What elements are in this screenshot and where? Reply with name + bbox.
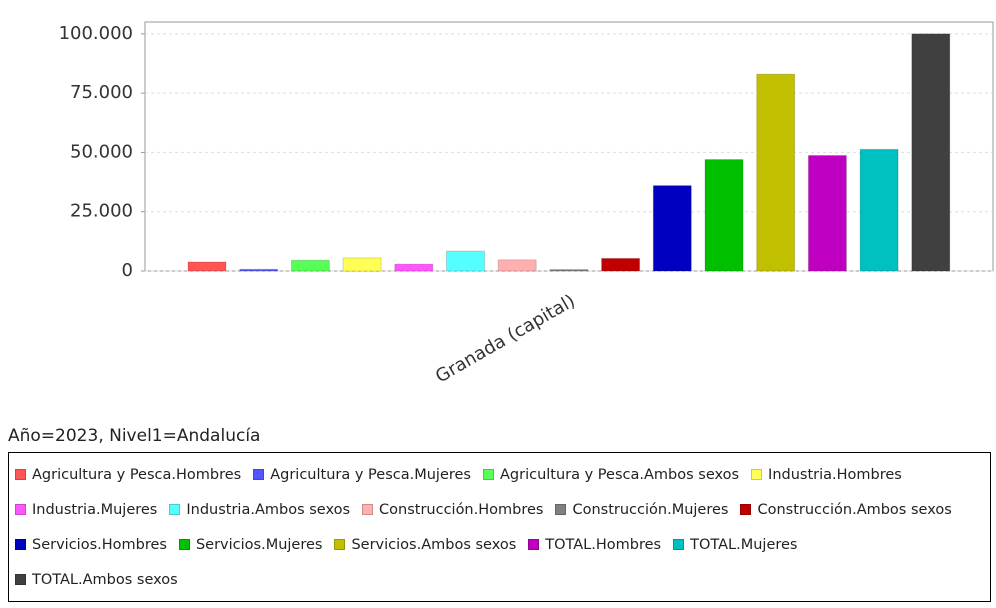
legend-label: Servicios.Hombres xyxy=(32,536,167,553)
legend-swatch xyxy=(555,504,567,515)
legend-label: Agricultura y Pesca.Ambos sexos xyxy=(499,466,740,483)
legend-swatch xyxy=(362,504,374,515)
bar xyxy=(652,185,692,272)
y-tick-label: 75.000 xyxy=(70,82,133,103)
legend-swatch xyxy=(253,469,265,480)
bar xyxy=(394,263,434,272)
legend-swatch xyxy=(528,539,540,550)
bar xyxy=(290,259,330,272)
legend: Agricultura y Pesca.Hombres Agricultura y… xyxy=(8,452,991,602)
chart: 0 25.000 50.000 75.000 100.000 Granada (capit… xyxy=(59,21,994,387)
x-tick-label: Granada (capital) xyxy=(432,290,579,387)
legend-swatch xyxy=(15,469,26,480)
legend-swatch xyxy=(169,504,181,515)
bar xyxy=(446,250,485,272)
legend-label: TOTAL.Hombres xyxy=(545,536,662,553)
legend-item: TOTAL.Hombres xyxy=(528,537,661,553)
legend-item: Construcción.Ambos sexos xyxy=(740,501,952,518)
legend-swatch xyxy=(482,469,494,480)
legend-label: Industria.Hombres xyxy=(768,466,902,483)
legend-label: Agricultura y Pesca.Hombres xyxy=(32,466,242,483)
legend-item: Industria.Hombres xyxy=(751,467,902,483)
legend-swatch xyxy=(751,469,763,480)
legend-item: Agricultura y Pesca.Mujeres xyxy=(253,467,471,483)
bar xyxy=(704,159,744,272)
legend-item: Industria.Ambos sexos xyxy=(169,502,350,518)
chart-subtitle: Año=2023, Nivel1=Andalucía xyxy=(8,426,261,446)
legend-item: Industria.Mujeres xyxy=(15,502,157,518)
bar xyxy=(601,257,641,272)
legend-swatch xyxy=(178,539,190,550)
y-tick-label: 25.000 xyxy=(70,201,133,222)
y-tick-label: 100.000 xyxy=(59,23,133,44)
y-tick-label: 50.000 xyxy=(70,141,133,162)
bar xyxy=(807,155,847,272)
legend-item: Agricultura y Pesca.Ambos sexos xyxy=(482,466,740,483)
legend-label: Construcción.Ambos sexos xyxy=(757,501,952,518)
legend-item: TOTAL.Mujeres xyxy=(673,536,798,553)
legend-label: Construcción.Hombres xyxy=(379,501,544,518)
legend-label: TOTAL.Mujeres xyxy=(690,536,798,553)
bar xyxy=(911,33,951,272)
legend-label: Industria.Ambos sexos xyxy=(186,501,351,518)
legend-swatch xyxy=(15,574,26,585)
legend-swatch xyxy=(15,539,26,550)
legend-swatch xyxy=(334,539,346,550)
legend-item: Construcción.Mujeres xyxy=(555,502,728,518)
legend-item: Servicios.Hombres xyxy=(15,537,167,553)
bar xyxy=(342,257,382,272)
legend-label: Construcción.Mujeres xyxy=(572,501,729,518)
bar xyxy=(549,269,589,272)
legend-label: Servicios.Ambos sexos xyxy=(351,536,517,553)
legend-item: TOTAL.Ambos sexos xyxy=(15,572,178,588)
legend-item: Agricultura y Pesca.Hombres xyxy=(15,467,241,483)
legend-label: Agricultura y Pesca.Mujeres xyxy=(270,466,471,483)
bar xyxy=(497,259,537,272)
legend-label: TOTAL.Ambos sexos xyxy=(32,571,178,588)
y-tick-label: 0 xyxy=(122,260,133,281)
legend-swatch xyxy=(673,539,685,550)
legend-label: Industria.Mujeres xyxy=(32,501,158,518)
bar xyxy=(239,268,279,272)
plot-frame xyxy=(144,21,994,272)
legend-item: Construcción.Hombres xyxy=(362,502,543,518)
legend-swatch xyxy=(740,504,752,515)
bar xyxy=(756,73,796,272)
legend-item: Servicios.Mujeres xyxy=(178,536,323,553)
bar xyxy=(187,261,227,272)
bar xyxy=(859,148,899,272)
legend-swatch xyxy=(15,504,26,515)
legend-item: Servicios.Ambos sexos xyxy=(334,537,516,553)
legend-label: Servicios.Mujeres xyxy=(195,536,323,553)
